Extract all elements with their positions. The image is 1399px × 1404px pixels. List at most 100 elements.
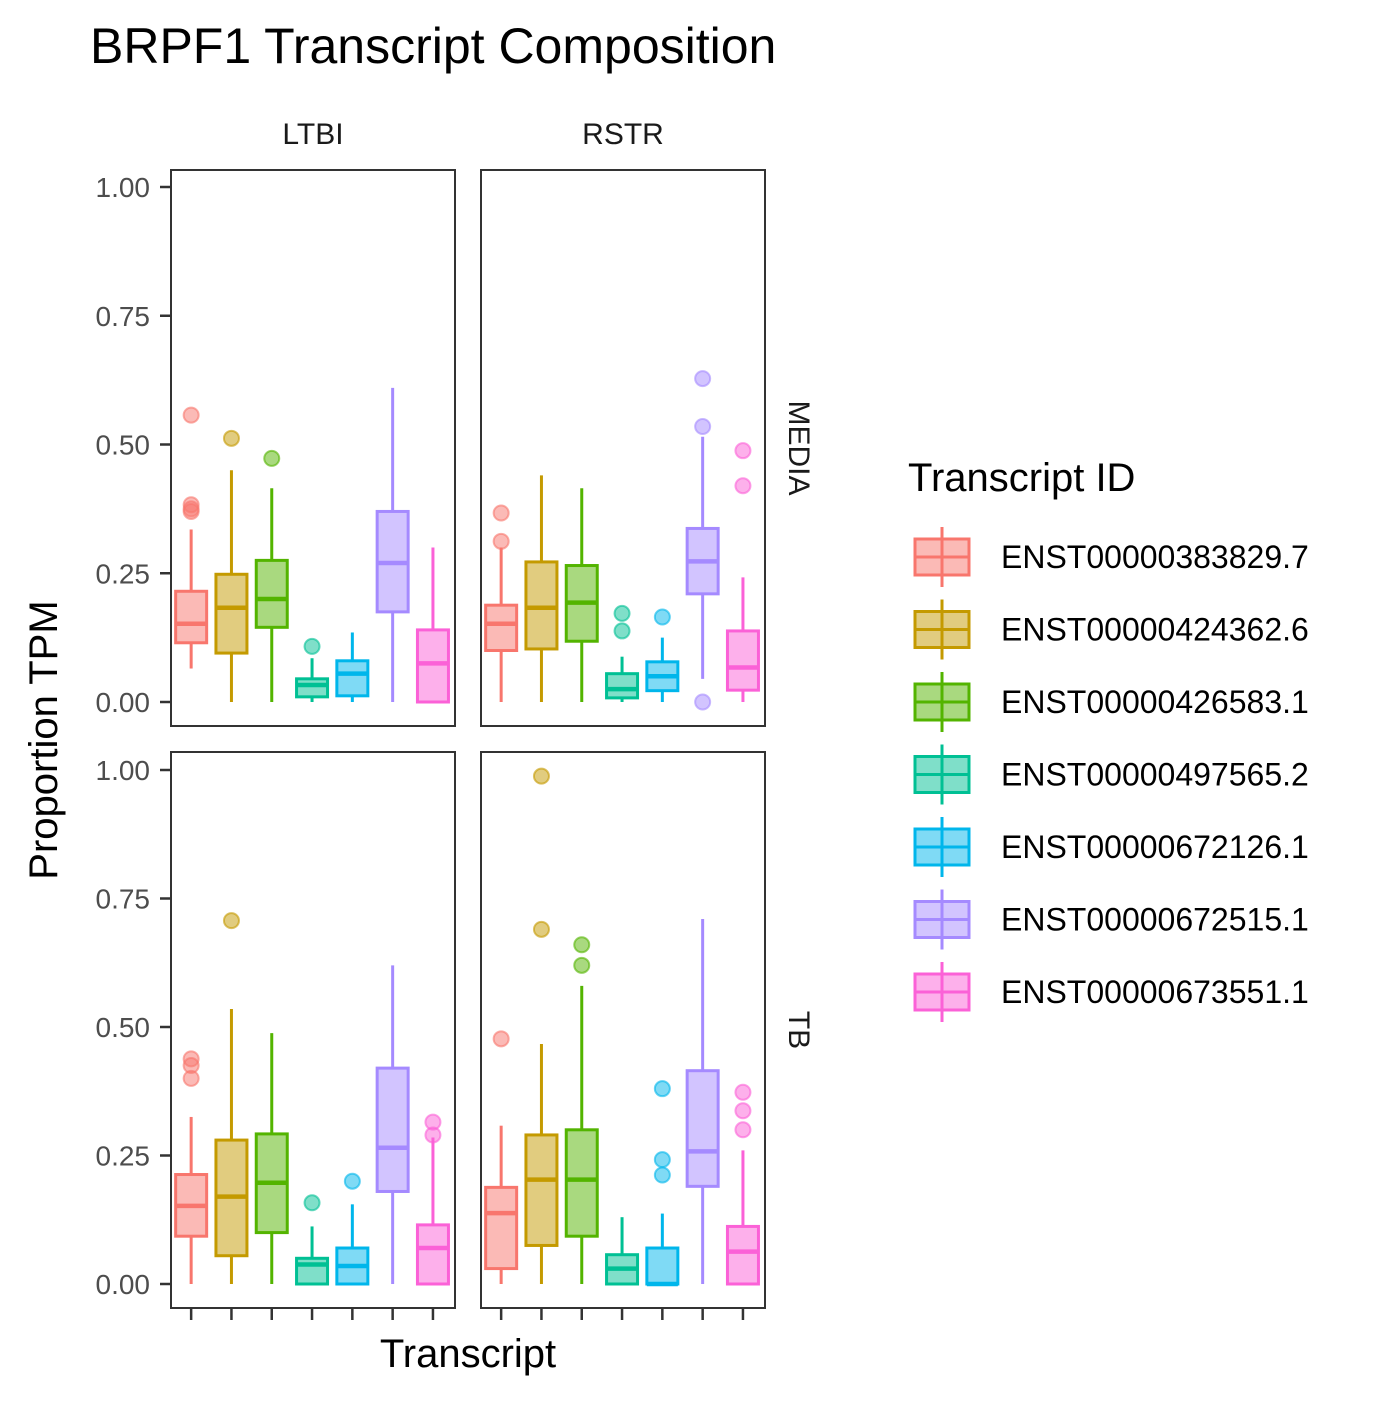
box-ENST00000672126.1 <box>335 1172 370 1286</box>
legend-label: ENST00000672126.1 <box>1001 829 1309 865</box>
box-ENST00000383829.7 <box>484 1030 519 1284</box>
box-ENST00000672515.1 <box>375 387 410 702</box>
panel-ltbi-media <box>170 169 456 727</box>
box-ENST00000426583.1 <box>254 449 289 702</box>
box-ENST00000672126.1 <box>335 632 370 702</box>
outlier-point <box>734 1102 752 1120</box>
y-axis-title: Proportion TPM <box>22 600 66 879</box>
outlier-point <box>303 637 321 655</box>
legend-item-ENST00000426583.1: ENST00000426583.1 <box>913 672 1309 732</box>
outlier-point <box>492 532 510 550</box>
x-axis-title: Transcript <box>380 1332 556 1376</box>
outlier-point <box>492 504 510 522</box>
outlier-point <box>653 1166 671 1184</box>
box-body <box>295 1256 330 1286</box>
outlier-point <box>573 936 591 954</box>
panel-rstr-tb <box>480 751 766 1309</box>
outlier-point <box>303 1194 321 1212</box>
legend-label: ENST00000426583.1 <box>1001 684 1309 720</box>
legend: ENST00000383829.7 ENST00000424362.6 ENST00… <box>913 527 1309 1022</box>
box-body <box>725 629 760 692</box>
box-body <box>685 1069 720 1188</box>
outlier-point <box>734 442 752 460</box>
box-ENST00000424362.6 <box>214 429 249 702</box>
strip-label-media: MEDIA <box>782 400 815 495</box>
outlier-point <box>182 1050 200 1068</box>
panel-ltbi-tb <box>170 751 456 1309</box>
box-body <box>214 572 249 655</box>
box-body <box>174 589 209 645</box>
outlier-point <box>694 370 712 388</box>
box-ENST00000424362.6 <box>524 475 559 702</box>
outlier-point <box>613 604 631 622</box>
outlier-point <box>222 429 240 447</box>
box-body <box>415 1223 450 1286</box>
box-body <box>375 1066 410 1193</box>
outlier-point <box>263 449 281 467</box>
box-body <box>725 1224 760 1286</box>
box-body <box>645 1246 680 1286</box>
legend-item-ENST00000672515.1: ENST00000672515.1 <box>913 889 1309 950</box>
y-tick-label: 0.50 <box>96 430 151 461</box>
legend-item-ENST00000673551.1: ENST00000673551.1 <box>913 962 1309 1022</box>
y-tick-label: 0.00 <box>96 687 151 718</box>
outlier-point <box>694 417 712 435</box>
box-body <box>295 677 330 699</box>
legend-label: ENST00000673551.1 <box>1001 974 1309 1010</box>
box-ENST00000672126.1 <box>645 1080 680 1287</box>
legend-label: ENST00000497565.2 <box>1001 757 1309 793</box>
outlier-point <box>653 1080 671 1098</box>
box-ENST00000426583.1 <box>564 936 599 1284</box>
outlier-point <box>734 477 752 495</box>
box-ENST00000497565.2 <box>605 604 640 702</box>
box-body <box>564 1128 599 1238</box>
panel-border <box>480 169 766 727</box>
strip-label-rstr: RSTR <box>582 118 664 151</box>
chart-title: BRPF1 Transcript Composition <box>90 18 776 74</box>
legend-item-ENST00000497565.2: ENST00000497565.2 <box>913 744 1309 805</box>
outlier-point <box>694 693 712 711</box>
outlier-point <box>182 496 200 514</box>
box-ENST00000497565.2 <box>605 1217 640 1286</box>
box-ENST00000673551.1 <box>725 1083 760 1286</box>
strip-label-tb: TB <box>782 1011 815 1049</box>
y-tick-label: 0.75 <box>96 884 151 915</box>
box-body <box>484 603 519 652</box>
outlier-point <box>613 622 631 640</box>
outlier-point <box>573 956 591 974</box>
strip-label-ltbi: LTBI <box>282 118 343 151</box>
box-body <box>605 672 640 700</box>
legend-item-ENST00000424362.6: ENST00000424362.6 <box>913 599 1309 660</box>
box-ENST00000673551.1 <box>415 547 450 704</box>
box-ENST00000383829.7 <box>484 504 519 702</box>
box-ENST00000672515.1 <box>375 965 410 1284</box>
box-ENST00000426583.1 <box>564 488 599 702</box>
box-ENST00000497565.2 <box>295 1194 330 1286</box>
legend-item-ENST00000672126.1: ENST00000672126.1 <box>913 817 1309 877</box>
outlier-point <box>343 1172 361 1190</box>
box-body <box>524 560 559 651</box>
panel-border <box>170 169 456 727</box>
y-tick-label: 1.00 <box>96 755 151 786</box>
y-tick-label: 0.75 <box>96 301 151 332</box>
box-body <box>484 1185 519 1271</box>
legend-label: ENST00000424362.6 <box>1001 612 1309 648</box>
box-ENST00000672515.1 <box>685 919 720 1284</box>
outlier-point <box>653 1151 671 1169</box>
outlier-point <box>222 912 240 930</box>
box-ENST00000673551.1 <box>415 1113 450 1286</box>
outlier-point <box>734 1083 752 1101</box>
box-body <box>415 628 450 704</box>
y-tick-label: 0.00 <box>96 1269 151 1300</box>
box-ENST00000383829.7 <box>174 1050 209 1284</box>
box-ENST00000673551.1 <box>725 442 760 702</box>
box-body <box>335 659 370 698</box>
panel-rstr-media <box>480 169 766 727</box>
panel-border <box>170 751 456 1309</box>
box-ENST00000497565.2 <box>295 637 330 702</box>
legend-label: ENST00000672515.1 <box>1001 902 1309 938</box>
panel-border <box>480 751 766 1309</box>
box-ENST00000672515.1 <box>685 370 720 711</box>
outlier-point <box>424 1113 442 1131</box>
